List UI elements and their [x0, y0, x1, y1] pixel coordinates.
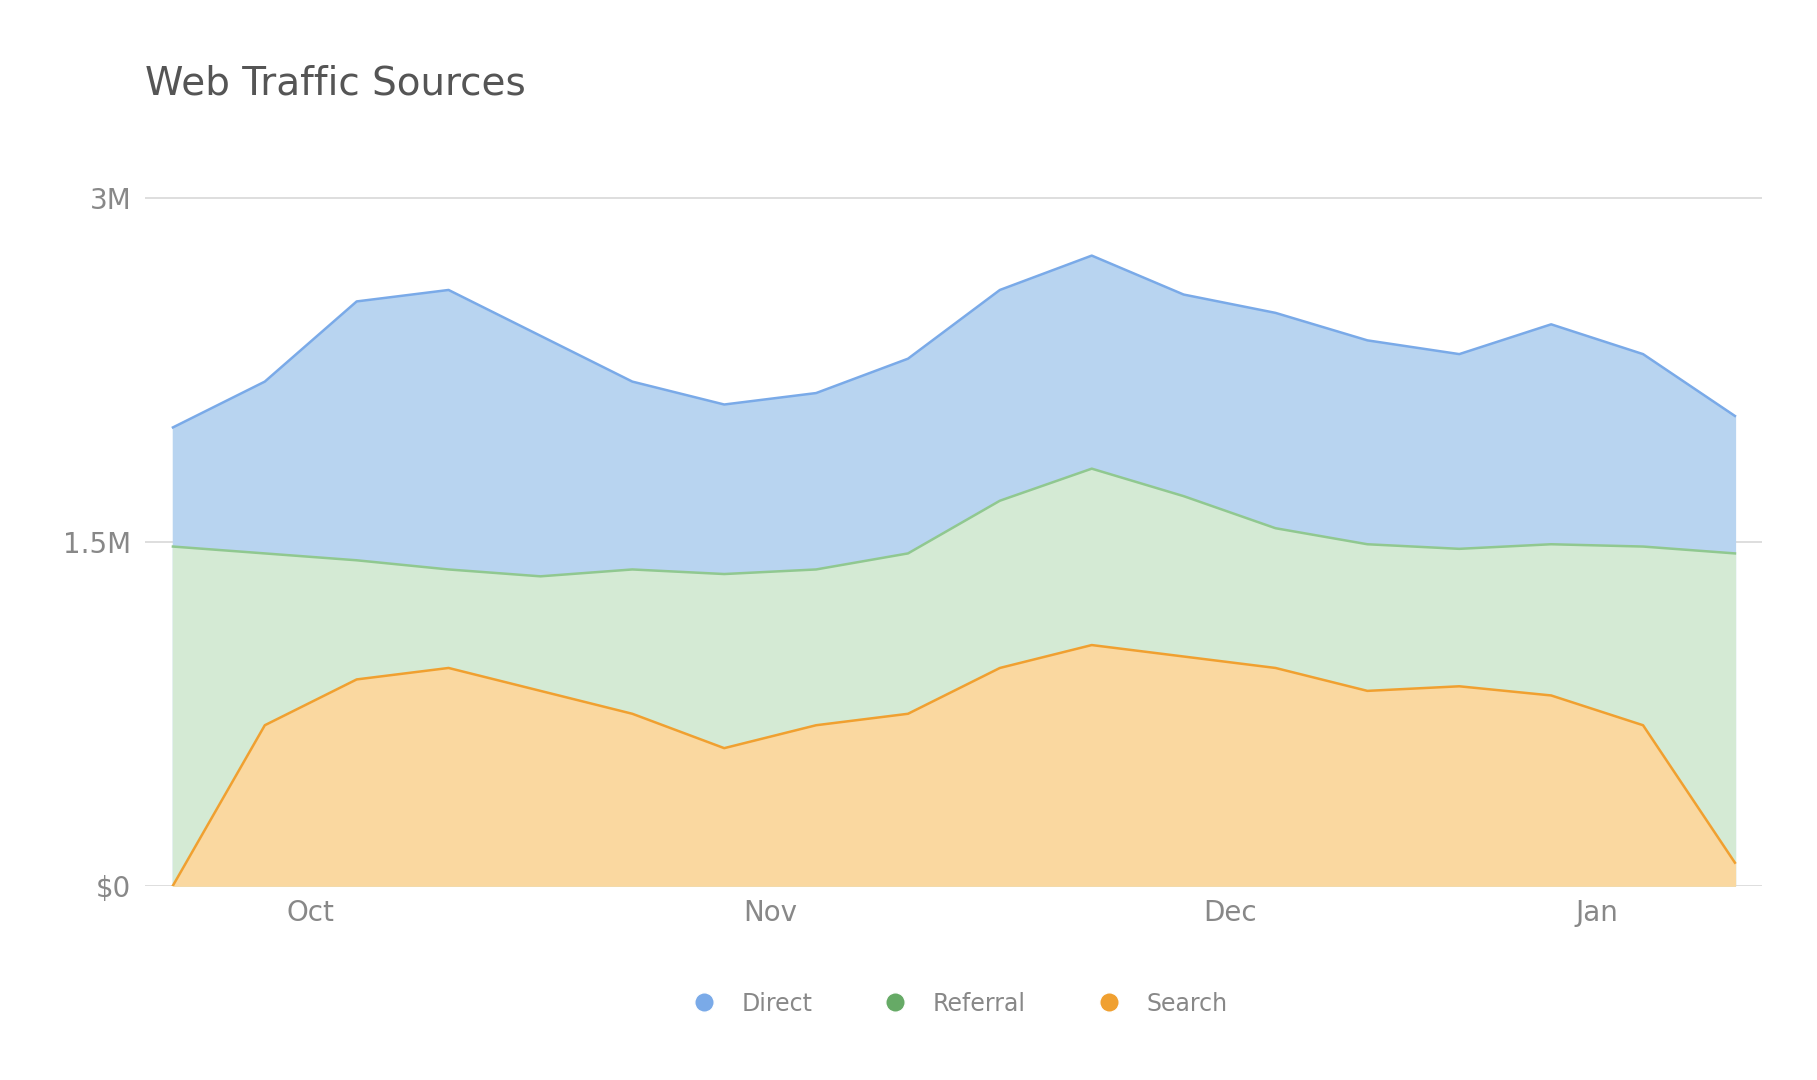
- Text: Web Traffic Sources: Web Traffic Sources: [145, 65, 527, 103]
- Legend: Direct, Referral, Search: Direct, Referral, Search: [670, 982, 1237, 1025]
